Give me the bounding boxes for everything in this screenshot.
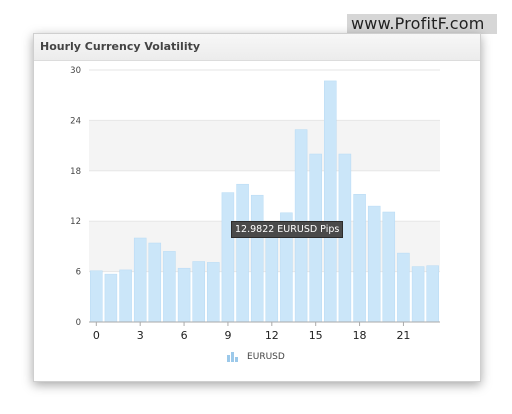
bar-hour-16 — [324, 80, 337, 323]
y-tick-label: 6 — [76, 268, 81, 278]
chart-panel: Hourly Currency Volatility — [33, 33, 481, 382]
bar-hour-11 — [250, 194, 264, 323]
legend-label-eurusd: EURUSD — [247, 352, 285, 362]
bar-hour-23 — [426, 265, 439, 323]
grid-band — [89, 120, 440, 171]
bar-hour-2 — [119, 269, 132, 323]
bar-hour-1 — [104, 273, 118, 323]
bar-hour-21 — [397, 252, 410, 323]
y-tick-label: 12 — [70, 217, 81, 227]
x-tick-label: 12 — [265, 329, 279, 342]
chart-title: Hourly Currency Volatility — [40, 40, 201, 53]
bar-hour-15 — [309, 153, 322, 323]
bar-hour-20 — [382, 211, 396, 323]
bar-hour-8 — [207, 262, 220, 323]
y-tick-label: 30 — [70, 66, 81, 76]
x-tick-label: 6 — [181, 329, 188, 342]
bar-hour-9 — [221, 192, 235, 323]
bar-hour-22 — [411, 266, 425, 323]
bar-hour-0 — [90, 270, 103, 323]
bar-chart-icon — [227, 352, 239, 362]
x-tick-label: 21 — [396, 329, 410, 342]
bar-hour-4 — [148, 242, 162, 323]
y-tick-label: 0 — [76, 318, 81, 328]
x-tick-label: 0 — [93, 329, 100, 342]
tooltip: 12.9822 EURUSD Pips — [231, 221, 344, 238]
bar-hour-5 — [163, 251, 176, 323]
x-tick-label: 3 — [137, 329, 144, 342]
x-tick-label: 15 — [309, 329, 323, 342]
y-tick-label: 18 — [70, 167, 81, 177]
panel-header: Hourly Currency Volatility — [34, 34, 480, 61]
x-tick-label: 18 — [353, 329, 367, 342]
watermark: www.ProfitF.com — [347, 14, 497, 34]
bar-hour-10 — [236, 183, 249, 323]
bar-hour-17 — [338, 153, 352, 323]
bar-hour-18 — [353, 194, 366, 323]
bar-hour-3 — [133, 237, 147, 323]
bar-hour-7 — [192, 261, 205, 323]
bar-hour-6 — [177, 267, 191, 323]
y-tick-label: 24 — [70, 116, 81, 126]
bar-hour-19 — [367, 205, 381, 323]
x-tick-label: 9 — [224, 329, 231, 342]
legend[interactable]: EURUSD — [0, 352, 512, 363]
